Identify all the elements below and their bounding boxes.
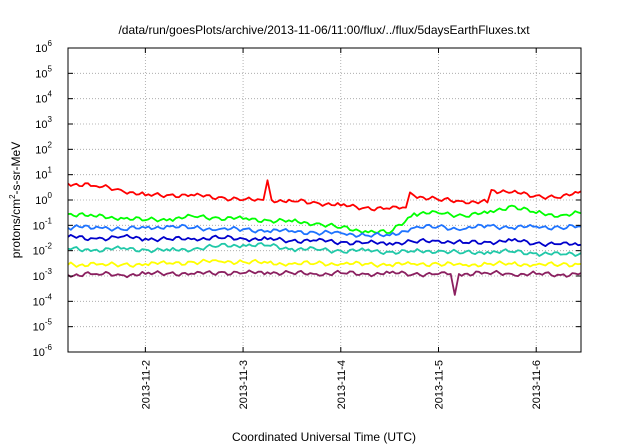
x-tick-label: 2013-11-3 xyxy=(238,360,250,409)
y-tick-label: 105 xyxy=(35,64,52,80)
y-tick-label: 10-5 xyxy=(33,318,53,334)
x-tick-label: 2013-11-5 xyxy=(434,360,446,409)
y-tick-label: 10-1 xyxy=(33,216,53,232)
y-tick-label: 106 xyxy=(35,39,52,55)
series-line-4 xyxy=(67,233,582,248)
series-line-1 xyxy=(67,179,582,212)
y-tick-label: 100 xyxy=(35,191,52,207)
y-tick-label: 10-3 xyxy=(33,267,53,283)
y-tick-label: 103 xyxy=(35,115,52,131)
y-tick-label: 101 xyxy=(35,166,52,182)
y-tick-label: 104 xyxy=(35,90,52,106)
y-axis: 106 105 104 103 102 101 100 10-1 10-2 10-3 10-4 10-… xyxy=(33,39,581,359)
series-line-7 xyxy=(67,269,582,296)
x-axis: 2013-11-2 2013-11-3 2013-11-4 2013-11-5 2013… xyxy=(140,48,543,409)
series-line-2 xyxy=(67,204,582,234)
y-axis-label: protons/cm2-s-sr-MeV xyxy=(8,142,23,258)
y-tick-label: 10-4 xyxy=(33,292,53,308)
series-line-5 xyxy=(67,242,582,257)
x-tick-label: 2013-11-4 xyxy=(336,360,348,409)
series-line-3 xyxy=(67,223,582,238)
x-tick-label: 2013-11-6 xyxy=(531,360,543,409)
x-tick-label: 2013-11-2 xyxy=(140,360,152,409)
y-tick-label: 102 xyxy=(35,140,52,156)
chart-title: /data/run/goesPlots/archive/2013-11-06/1… xyxy=(118,23,530,37)
series-line-6 xyxy=(67,258,582,268)
x-axis-label: Coordinated Universal Time (UTC) xyxy=(232,430,416,444)
grid xyxy=(68,47,581,353)
plot-frame xyxy=(67,47,582,353)
y-tick-label: 10-6 xyxy=(33,343,53,359)
y-tick-label: 10-2 xyxy=(33,242,53,258)
series-layer xyxy=(67,179,582,296)
